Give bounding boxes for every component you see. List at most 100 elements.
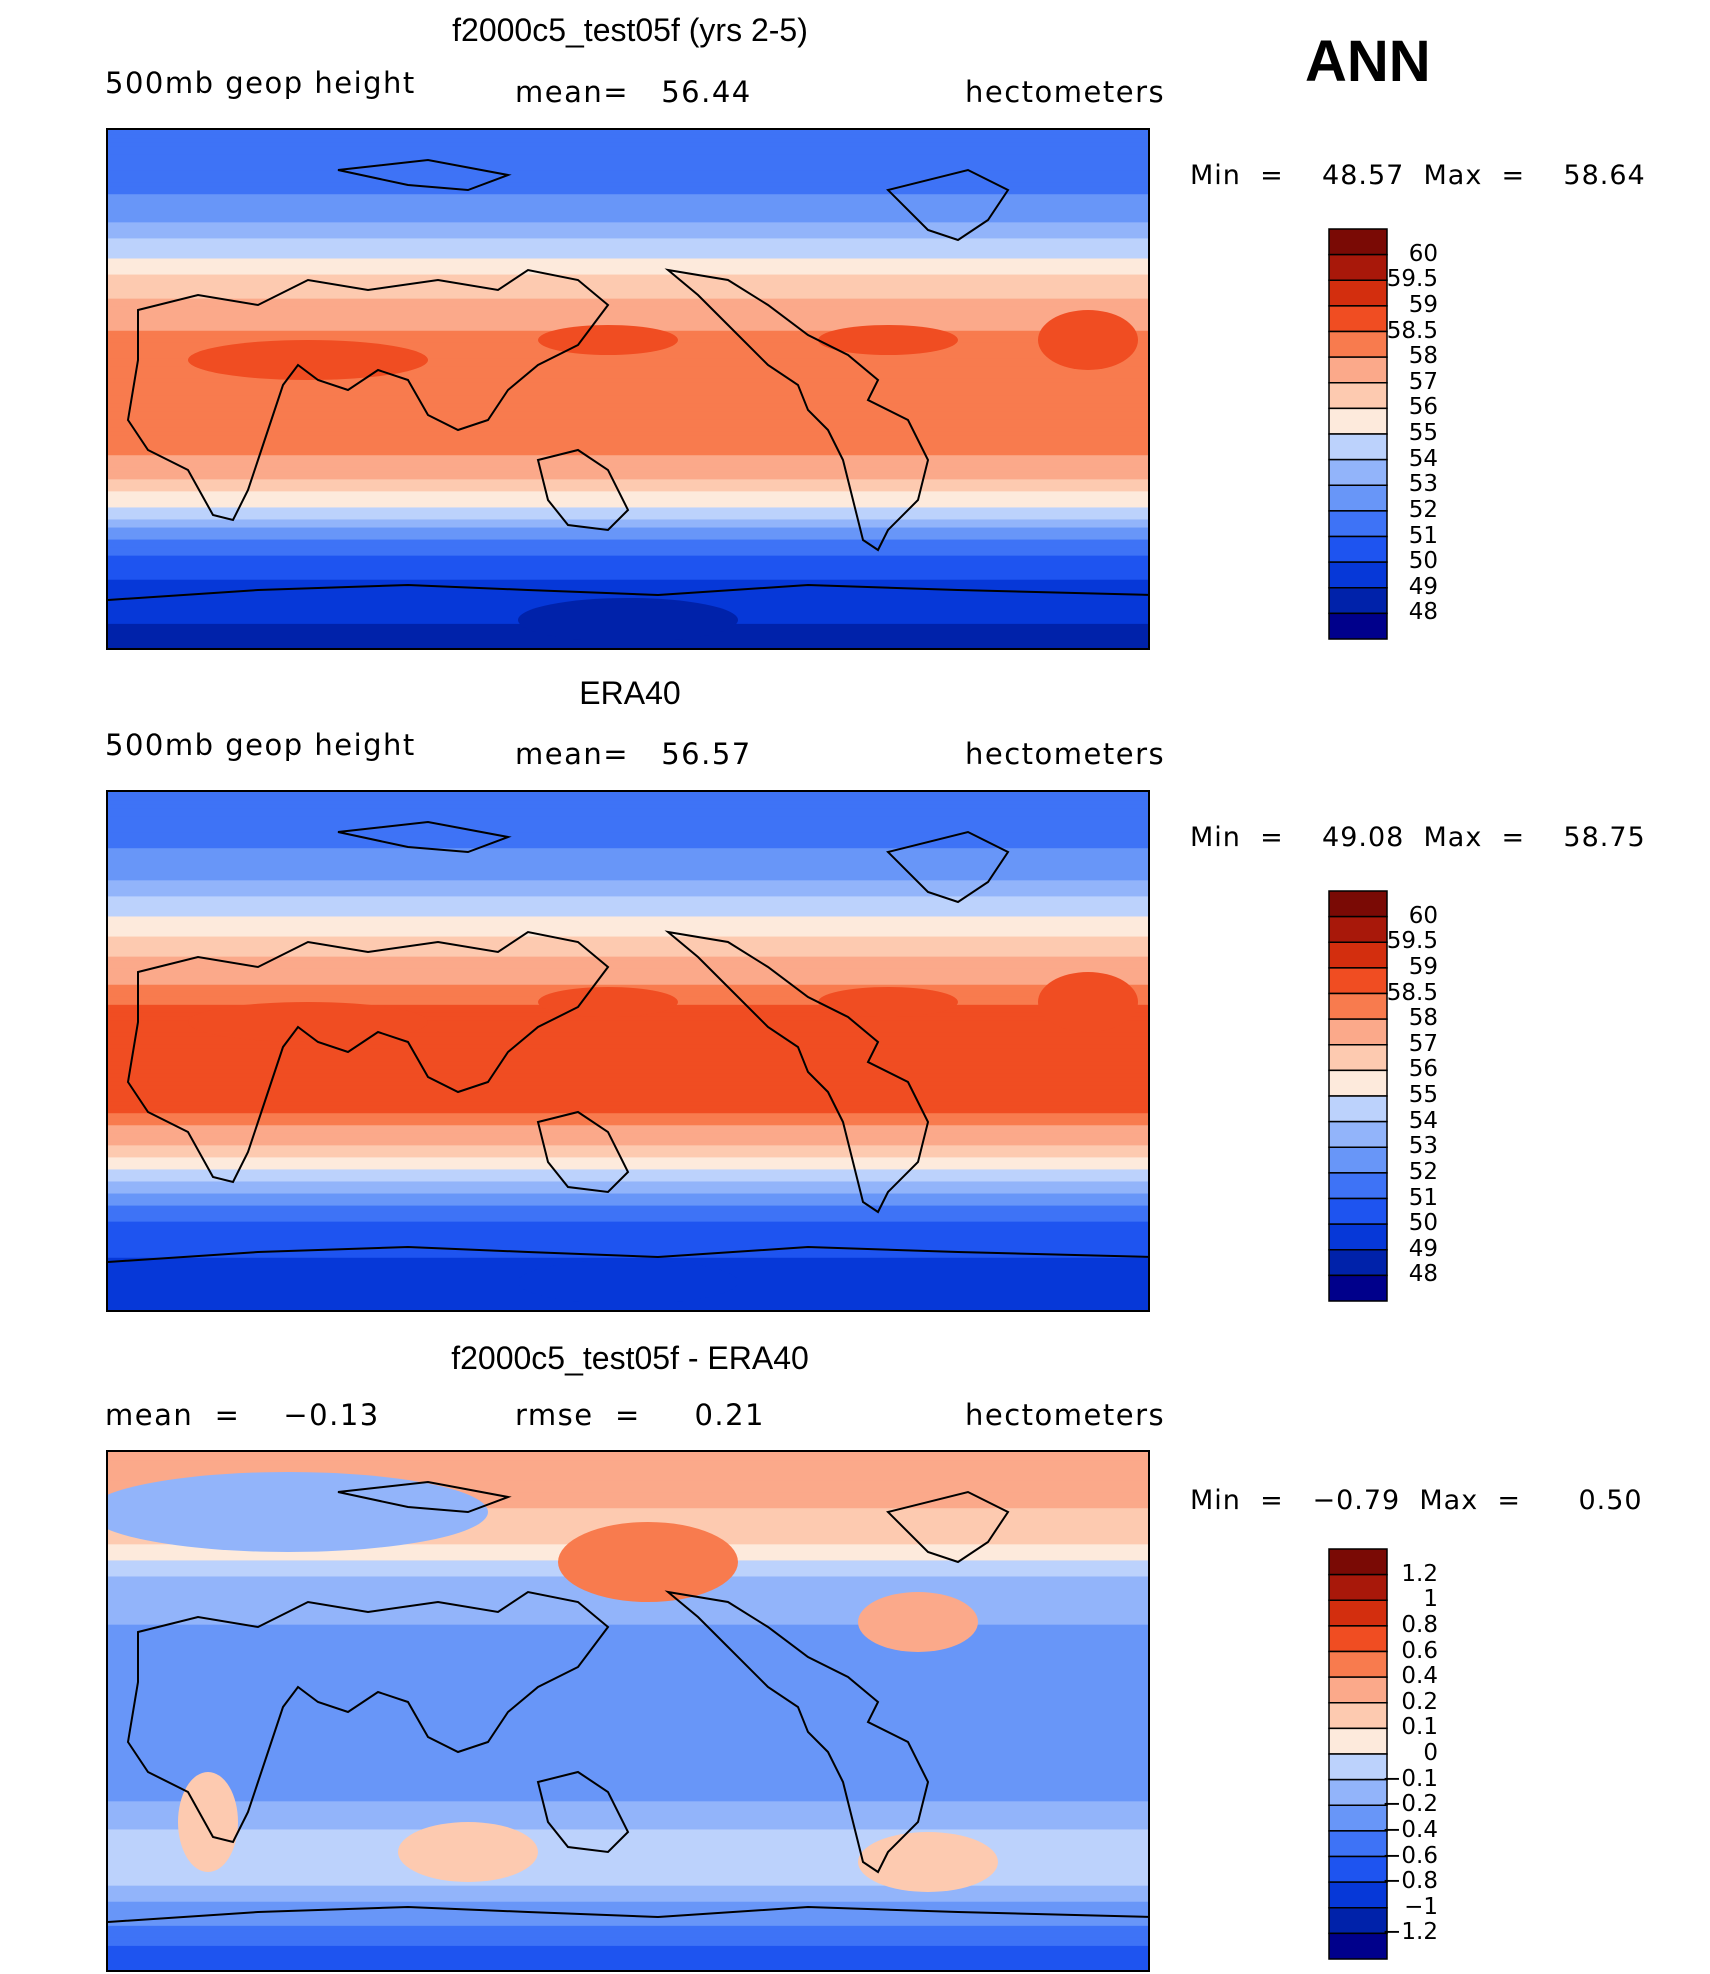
contour-band xyxy=(108,952,1148,958)
panel3-map xyxy=(106,1450,1150,1972)
panel1-units: hectometers xyxy=(965,75,1166,109)
contour-band xyxy=(108,1704,1148,1710)
colorbar-tick-label: 1.2 xyxy=(1401,1560,1438,1587)
contour-band xyxy=(108,1769,1148,1774)
panel1-minmax: Min = 48.57 Max = 58.64 xyxy=(1190,160,1646,191)
contour-band xyxy=(108,1081,1148,1086)
contour-band xyxy=(108,543,1148,549)
contour-band xyxy=(108,138,1148,143)
colorbar-box xyxy=(1328,1223,1388,1251)
contour-band xyxy=(108,507,1148,513)
contour-band xyxy=(108,1488,1148,1493)
contour-band xyxy=(108,254,1148,260)
contour-band xyxy=(108,222,1148,227)
contour-band xyxy=(108,936,1148,942)
contour-band xyxy=(108,551,1148,557)
contour-band xyxy=(108,1849,1148,1855)
contour-band xyxy=(108,1857,1148,1863)
contour-band xyxy=(108,1696,1148,1702)
colorbar-box xyxy=(1328,1778,1388,1807)
contour-band xyxy=(108,816,1148,821)
contour-band xyxy=(108,1821,1148,1827)
colorbar-tick-label: 50 xyxy=(1408,548,1438,575)
contour-band xyxy=(108,1708,1148,1714)
contour-band xyxy=(108,912,1148,918)
contour-band xyxy=(108,856,1148,861)
panel1-colorbar xyxy=(1328,228,1388,648)
contour-band xyxy=(108,1628,1148,1634)
panel3-contour-plot xyxy=(108,1452,1148,1970)
colorbar-box xyxy=(1328,915,1388,944)
contour-band xyxy=(108,475,1148,480)
coastline xyxy=(126,930,610,1184)
contour-band xyxy=(108,908,1148,914)
coastline xyxy=(108,1905,1148,1923)
contour-band xyxy=(108,1865,1148,1871)
contour-band xyxy=(108,1085,1148,1090)
contour-band xyxy=(108,1897,1148,1903)
contour-band xyxy=(108,944,1148,950)
contour-band xyxy=(108,1125,1148,1130)
colorbar-box xyxy=(1328,890,1388,918)
panel2-minmax: Min = 49.08 Max = 58.75 xyxy=(1190,822,1646,853)
contour-band xyxy=(108,1117,1148,1122)
colorbar-box xyxy=(1328,612,1388,640)
contour-band xyxy=(108,1197,1148,1203)
colorbar-tick-label: 60 xyxy=(1408,240,1438,267)
contour-band xyxy=(108,836,1148,841)
contour-band xyxy=(108,852,1148,857)
colorbar-tick-label: 58.5 xyxy=(1386,317,1438,344)
coastline xyxy=(886,830,1010,904)
colorbar-tick-label: −1.2 xyxy=(1382,1919,1438,1946)
panel1-title: f2000c5_test05f (yrs 2-5) xyxy=(452,12,808,48)
contour-band xyxy=(108,1660,1148,1666)
panel3-colorbar xyxy=(1328,1548,1388,1968)
contour-band xyxy=(108,1885,1148,1891)
contour-band xyxy=(108,238,1148,244)
contour-band xyxy=(108,278,1148,284)
contour-band xyxy=(108,804,1148,809)
contour-band xyxy=(108,876,1148,881)
colorbar-tick-label: 59 xyxy=(1408,953,1438,980)
contour-band xyxy=(108,1789,1148,1794)
contour-band xyxy=(108,1700,1148,1706)
contour-band xyxy=(108,1957,1148,1963)
contour-band xyxy=(108,134,1148,139)
contour-band xyxy=(108,1805,1148,1810)
contour-band xyxy=(108,318,1148,324)
colorbar-tick-label: −0.8 xyxy=(1382,1868,1438,1895)
contour-band xyxy=(108,968,1148,974)
contour-band xyxy=(108,980,1148,986)
panel2-map xyxy=(106,790,1150,1312)
colorbar-tick-label: 0 xyxy=(1423,1740,1438,1766)
contour-band xyxy=(108,1877,1148,1883)
contour-band xyxy=(108,848,1148,853)
contour-band xyxy=(108,1237,1148,1243)
contour-band xyxy=(108,310,1148,316)
contour-band xyxy=(108,1833,1148,1839)
contour-band xyxy=(108,286,1148,292)
contour-band xyxy=(108,230,1148,235)
colorbar-tick-label: 55 xyxy=(1408,420,1438,446)
contour-band xyxy=(108,479,1148,484)
colorbar-tick-label: 53 xyxy=(1408,471,1438,498)
contour-band xyxy=(108,1468,1148,1473)
contour-band xyxy=(108,1233,1148,1239)
contour-band xyxy=(108,972,1148,978)
coastline xyxy=(886,168,1010,242)
contour-band xyxy=(108,1797,1148,1802)
contour-band xyxy=(108,1508,1148,1513)
contour-band xyxy=(108,1688,1148,1694)
colorbar-tick-label: −0.1 xyxy=(1382,1765,1438,1792)
contour-band xyxy=(108,366,1148,372)
contour-band xyxy=(108,1945,1148,1951)
contour-band xyxy=(108,262,1148,268)
contour-band xyxy=(108,1053,1148,1058)
contour-band xyxy=(108,555,1148,561)
contour-band xyxy=(108,1189,1148,1195)
panel2-left-label: 500mb geop height xyxy=(105,728,416,762)
contour-band xyxy=(108,1496,1148,1501)
contour-band xyxy=(108,888,1148,893)
coastline xyxy=(108,583,1148,601)
colorbar-box xyxy=(1328,1249,1388,1277)
